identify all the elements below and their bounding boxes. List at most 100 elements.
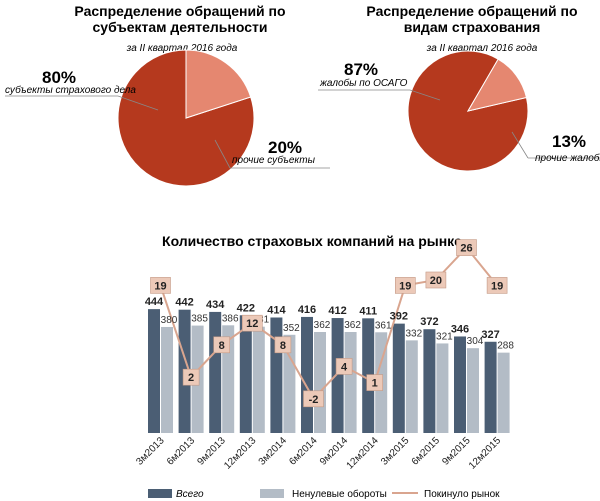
line-point-box xyxy=(182,368,200,386)
pie2-subtitle: за II квартал 2016 года xyxy=(426,43,538,54)
bar-total xyxy=(209,311,222,433)
bar-total xyxy=(148,309,160,433)
pie2-title-line2: видам страхования xyxy=(404,19,541,35)
line-point-box xyxy=(303,390,324,408)
bar-nonzero-label: 304 xyxy=(467,336,484,347)
legend: Всего Ненулевые обороты Покинуло рынок xyxy=(148,488,500,500)
line-point-label: 19 xyxy=(491,280,503,292)
bar-nonzero-label: 361 xyxy=(375,320,392,331)
pie1-main-label: субъекты страхового дела xyxy=(5,84,136,96)
bar-total xyxy=(392,323,405,433)
pie1-title-line1: Распределение обращений по xyxy=(74,3,285,19)
pie1-leader-main-diag xyxy=(117,95,159,111)
bar-nonzero-label: 362 xyxy=(314,320,331,331)
pie1-secondary-pct: 20% xyxy=(268,138,302,157)
bar-total-label: 411 xyxy=(359,305,377,317)
line-point-label: 8 xyxy=(219,340,225,352)
line-point-label: 26 xyxy=(460,243,472,255)
x-tick-label: 3м2014 xyxy=(257,435,290,468)
bar-total xyxy=(270,317,283,433)
line-point-box xyxy=(366,374,384,391)
legend-swatch-nonzero xyxy=(260,489,284,498)
line-point-box xyxy=(486,277,508,294)
pie1-main-pct: 80% xyxy=(42,68,76,87)
bar-total xyxy=(423,329,436,433)
bar-nonzero xyxy=(436,343,449,433)
pie2-leader-main-diag xyxy=(409,89,441,101)
pie2-slice-0 xyxy=(407,50,529,172)
bar-nonzero-label: 288 xyxy=(497,341,514,352)
legend-label-total: Всего xyxy=(176,489,204,500)
x-tick-label: 12м2015 xyxy=(467,435,504,472)
x-tick-label: 12м2014 xyxy=(345,435,382,472)
bar-nonzero xyxy=(405,340,418,433)
line-point-box xyxy=(456,239,477,256)
pie2-secondary-label: прочие жалобы xyxy=(535,152,600,164)
bar-total-label: 422 xyxy=(237,302,255,314)
pie-chart-insurance-types: Распределение обращений по видам страхов… xyxy=(318,3,600,172)
pie2-slice-1 xyxy=(466,58,528,112)
bar-nonzero-label: 362 xyxy=(344,320,361,331)
line-point-box xyxy=(213,336,230,354)
x-tick-label: 6м2013 xyxy=(165,435,198,468)
bar-total-label: 442 xyxy=(175,297,193,309)
line-point-box xyxy=(274,336,292,354)
bar-nonzero-label: 332 xyxy=(405,328,422,339)
pie1-leader-secondary xyxy=(214,139,231,169)
bar-total-label: 412 xyxy=(328,305,346,317)
bar-nonzero-label: 385 xyxy=(191,314,208,325)
bar-nonzero xyxy=(314,332,326,433)
bar-nonzero-label: 380 xyxy=(161,315,178,326)
bar-nonzero xyxy=(467,348,479,433)
x-tick-label: 6м2015 xyxy=(410,435,443,468)
line-point-label: -2 xyxy=(309,394,319,406)
bar-nonzero-label: 352 xyxy=(283,323,300,334)
bar-total-label: 414 xyxy=(267,304,286,316)
line-point-label: 4 xyxy=(341,361,348,373)
bar-total-label: 372 xyxy=(420,316,438,328)
bar-total-label: 346 xyxy=(451,323,469,335)
bar-total xyxy=(454,336,466,433)
line-point-label: 20 xyxy=(430,275,442,287)
bar-total-label: 444 xyxy=(145,296,164,308)
line-point-box xyxy=(242,314,263,332)
pie-chart-subjects: Распределение обращений по субъектам дея… xyxy=(5,3,330,187)
pie1-title-line2: субъектам деятельности xyxy=(93,19,268,35)
pie2-secondary-pct: 13% xyxy=(552,132,586,151)
bar-nonzero-label: 386 xyxy=(222,313,239,324)
pie2-main-label: жалобы по ОСАГО xyxy=(319,77,408,89)
line-point-label: 1 xyxy=(372,378,378,390)
line-point-box xyxy=(394,277,416,294)
pie2-leader-secondary xyxy=(511,131,529,159)
bar-total xyxy=(484,341,497,433)
bar-chart-title: Количество страховых компаний на рынке xyxy=(162,233,462,249)
bar-chart-companies: Количество страховых компаний на рынке 4… xyxy=(134,233,514,472)
x-tick-label: 6м2014 xyxy=(287,435,320,468)
bar-total xyxy=(331,318,344,433)
pie1-slice-0 xyxy=(117,49,255,187)
line-point-box xyxy=(425,271,447,289)
line-point-box xyxy=(150,277,171,294)
line-point-box xyxy=(335,358,353,375)
bar-total-label: 392 xyxy=(390,311,408,323)
pie1-secondary-label: прочие субъекты xyxy=(232,154,316,166)
bar-total xyxy=(301,316,313,433)
line-point-label: 8 xyxy=(280,340,286,352)
bar-nonzero xyxy=(252,326,265,433)
line-point-label: 2 xyxy=(188,372,194,384)
pie2-title-line1: Распределение обращений по xyxy=(366,3,577,19)
x-tick-label: 12м2013 xyxy=(222,435,259,472)
pie1-slice-1 xyxy=(185,49,252,119)
bar-nonzero-label: 321 xyxy=(436,331,453,342)
x-tick-label: 3м2015 xyxy=(379,435,412,468)
legend-swatch-total xyxy=(148,489,172,498)
bar-nonzero xyxy=(283,334,296,433)
bar-total-label: 416 xyxy=(298,304,316,316)
bar-total-label: 327 xyxy=(481,329,499,341)
pie1-subtitle: за II квартал 2016 года xyxy=(126,43,238,54)
pie2-main-pct: 87% xyxy=(344,60,378,79)
bar-total xyxy=(239,315,252,433)
line-point-label: 19 xyxy=(154,280,166,292)
x-tick-label: 3м2013 xyxy=(134,435,167,468)
